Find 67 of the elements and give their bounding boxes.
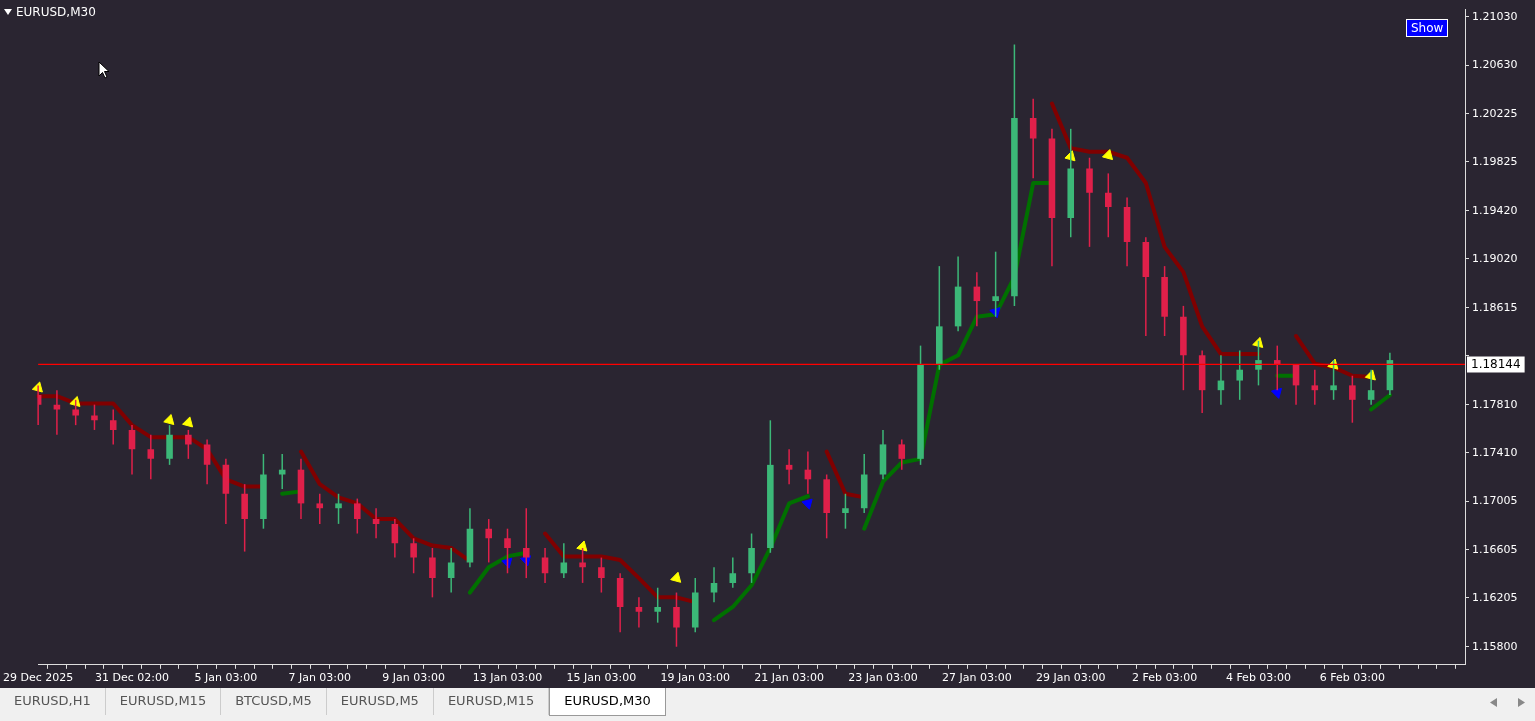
point <box>182 416 194 428</box>
point <box>1101 149 1114 161</box>
x-tick-label: 6 Feb 03:00 <box>1319 671 1385 685</box>
candlestick <box>91 403 98 431</box>
y-tick-label: 1.16605 <box>1472 542 1518 556</box>
candlestick <box>241 483 248 553</box>
x-tick-label: 13 Jan 03:00 <box>472 671 543 685</box>
candlestick <box>936 265 943 371</box>
text: EURUSD,M15 <box>433 688 550 715</box>
ref-line-label: 1.18144 <box>1471 356 1521 371</box>
point <box>163 414 175 426</box>
candlestick <box>598 556 605 594</box>
x-tick-label: 29 Dec 2025 <box>2 671 74 685</box>
x-tick-label: 5 Jan 03:00 <box>194 671 258 685</box>
x-tick-label: 7 Jan 03:00 <box>288 671 352 685</box>
candlestick <box>1067 128 1075 238</box>
candlestick <box>1180 305 1187 391</box>
point <box>670 571 682 583</box>
candlestick <box>410 537 417 575</box>
candlestick <box>260 453 267 530</box>
y-tick-label: 1.17410 <box>1472 445 1518 459</box>
x-tick-label: 9 Jan 03:00 <box>382 671 445 685</box>
candlestick <box>748 532 755 584</box>
candlestick <box>579 547 586 584</box>
text: EURUSD,M5 <box>326 688 434 715</box>
text: BTCUSD,M5 <box>221 688 327 715</box>
candlestick <box>354 497 361 535</box>
candlestick <box>72 399 79 426</box>
x-tick-label: 2 Feb 03:00 <box>1132 671 1198 685</box>
candlestick <box>1086 156 1093 248</box>
candlestick <box>1236 349 1243 401</box>
candlestick <box>654 586 661 624</box>
y-tick-label: 1.20630 <box>1472 57 1518 71</box>
chart-title: EURUSD,M30 <box>16 5 96 19</box>
candlestick <box>917 344 924 466</box>
x-tick-label: 27 Jan 03:00 <box>942 671 1012 685</box>
y-tick-label: 1.19020 <box>1472 251 1518 265</box>
candlestick <box>335 493 342 525</box>
x-tick-label: 21 Jan 03:00 <box>754 671 824 685</box>
y-tick-label: 1.19825 <box>1472 154 1518 168</box>
candlestick <box>1161 265 1168 337</box>
candlestick <box>842 493 849 530</box>
x-tick-label: 31 Dec 02:00 <box>95 671 169 685</box>
y-tick-label: 1.21030 <box>1472 9 1518 23</box>
candlestick <box>166 424 173 466</box>
point <box>1270 387 1282 399</box>
y-tick-label: 1.20225 <box>1472 106 1518 120</box>
x-tick-label: 15 Jan 03:00 <box>566 671 637 685</box>
y-tick-label: 1.18615 <box>1472 300 1518 314</box>
y-tick-label: 1.16205 <box>1472 590 1518 604</box>
point <box>576 540 588 552</box>
y-tick-label: 1.15800 <box>1472 639 1518 653</box>
candlestick <box>1011 43 1018 307</box>
candlestick <box>767 419 774 554</box>
x-tick-label: 19 Jan 03:00 <box>660 671 731 685</box>
x-tick-label: 4 Feb 03:00 <box>1225 671 1292 685</box>
x-tick-label: 23 Jan 03:00 <box>848 671 918 685</box>
candlestick <box>823 473 830 540</box>
text: EURUSD,M15 <box>105 688 222 715</box>
y-tick-label: 1.17005 <box>1472 494 1518 508</box>
x-tick-label: 29 Jan 03:00 <box>1035 671 1106 685</box>
candlestick <box>1349 374 1356 424</box>
y-tick-label: 1.19420 <box>1472 203 1518 217</box>
annotation: Show <box>1406 19 1449 37</box>
text: EURUSD,H1 <box>0 688 106 715</box>
point <box>801 498 813 510</box>
y-tick-label: 1.17810 <box>1472 397 1518 411</box>
